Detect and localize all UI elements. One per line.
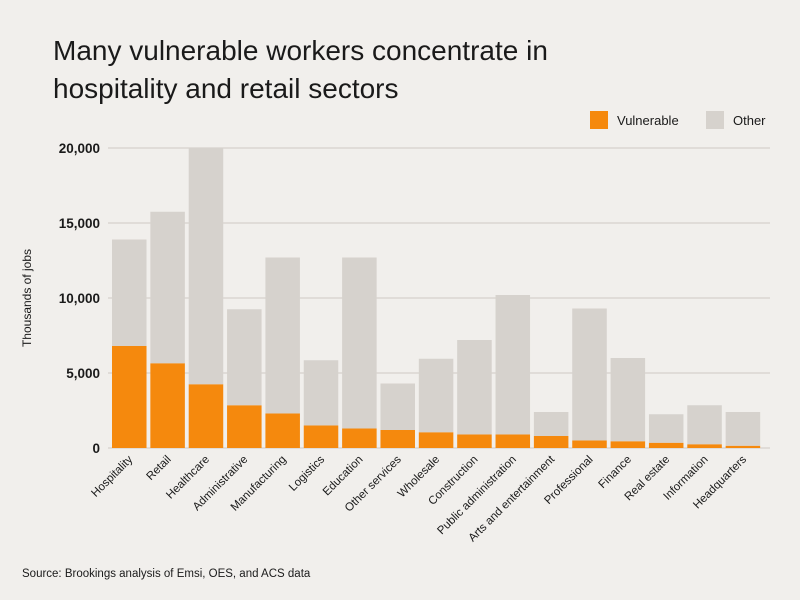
y-tick-label: 20,000 [59,141,100,156]
bar-other [418,358,454,433]
y-axis-label: Thousands of jobs [20,249,34,347]
y-tick-label: 10,000 [59,291,100,306]
bar-other [495,295,531,435]
x-category-label: Finance [597,454,634,491]
bar-other [188,148,224,385]
legend-label-vulnerable: Vulnerable [617,113,679,128]
bar-vulnerable [495,434,531,448]
bar-vulnerable [265,413,300,448]
bar-vulnerable [457,434,492,448]
y-tick-label: 0 [92,441,100,456]
bar-other [303,360,339,426]
x-category-labels: Hospitality RetailHealthcareAdministrativ… [89,453,749,544]
y-tick-labels: 0 5,000 10,000 15,000 20,000 [59,141,100,456]
chart-title: Many vulnerable workers concentrate in h… [53,32,613,108]
x-category-label: Retail [144,454,173,483]
bar-other [265,257,300,414]
bar-other [380,383,415,430]
bar-other [572,308,607,441]
legend: Vulnerable Other [590,111,766,129]
bar-vulnerable [610,441,646,448]
chart-title-line-2: hospitality and retail sectors [53,73,399,104]
bar-vulnerable [418,432,454,448]
legend-label-other: Other [733,113,766,128]
bar-vulnerable [572,440,607,448]
bar-vulnerable [380,430,415,448]
source-note: Source: Brookings analysis of Emsi, OES,… [22,568,311,580]
bar-other [342,257,377,429]
legend-swatch-other [706,111,724,129]
y-tick-label: 5,000 [66,366,100,381]
bar-other [150,211,185,364]
bar-other [687,405,722,445]
bar-other [457,340,492,435]
bar-vulnerable [150,363,185,448]
bar-vulnerable [648,442,684,448]
bar-vulnerable [687,444,722,448]
bar-vulnerable [342,428,377,448]
bar-vulnerable [303,425,339,448]
y-tick-label: 15,000 [59,216,100,231]
bar-other [112,239,147,346]
x-category-label: Logistics [287,453,327,493]
bars [112,148,761,448]
chart-title-line-1: Many vulnerable workers concentrate in [53,35,548,66]
bar-vulnerable [227,405,262,448]
bar-other [227,309,262,406]
bar-vulnerable [533,436,569,448]
bar-vulnerable [188,384,224,448]
bar-other [533,412,569,436]
legend-swatch-vulnerable [590,111,608,129]
bar-other [725,412,761,446]
bar-other [610,358,646,442]
bar-other [648,414,684,443]
bar-vulnerable [112,346,147,448]
x-category-label: Hospitality [89,453,135,499]
bar-vulnerable [725,445,761,448]
